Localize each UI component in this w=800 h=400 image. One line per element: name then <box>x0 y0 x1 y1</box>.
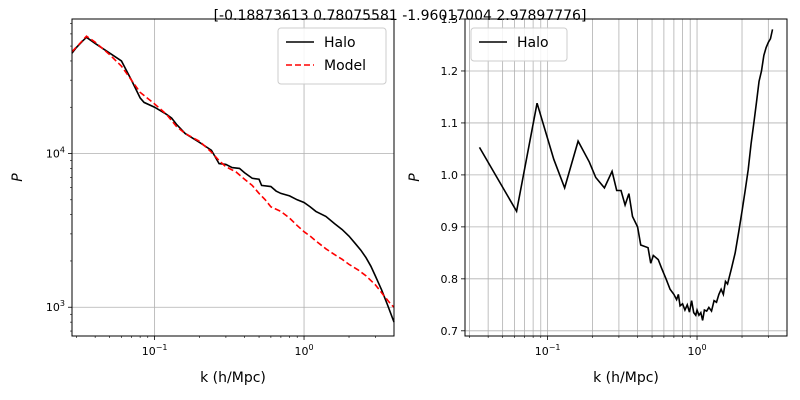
y-tick-label: 1.1 <box>441 117 459 130</box>
right-panel-axes: 10−1 100 0.7 0.8 0.9 1.0 1.1 1.2 1.3 k (h/Mpc) P Ha… <box>407 13 788 386</box>
axes-frame <box>464 18 788 337</box>
y-tick-label: 0.7 <box>441 325 459 338</box>
y-axis-label: P <box>407 173 423 182</box>
y-tick-label: 103 <box>46 299 65 314</box>
legend: Halo <box>470 27 568 62</box>
y-tick-label: 104 <box>46 146 65 161</box>
left-panel-axes: 10−1 100 103 104 k (h/Mpc) P Halo Model <box>10 18 395 386</box>
legend-label-halo: Halo <box>517 35 549 51</box>
y-tick-label: 1.2 <box>441 65 459 78</box>
legend-label-model: Model <box>324 58 366 74</box>
legend-label-halo: Halo <box>324 35 356 51</box>
legend-box <box>470 27 568 62</box>
y-tick-label: 0.9 <box>441 221 459 234</box>
y-axis-label: P <box>10 173 26 182</box>
x-axis-label: k (h/Mpc) <box>200 370 266 386</box>
figure-suptitle: [-0.18873613 0.78075581 -1.96017004 2.97… <box>214 8 587 24</box>
x-tick-label: 100 <box>294 343 313 358</box>
x-tick-label: 10−1 <box>535 343 561 358</box>
series-line-model <box>71 35 395 308</box>
legend: Halo Model <box>277 27 387 85</box>
x-tick-label: 10−1 <box>142 343 168 358</box>
x-axis-label: k (h/Mpc) <box>593 370 659 386</box>
y-tick-label: 1.3 <box>441 13 459 26</box>
y-tick-label: 0.8 <box>441 273 459 286</box>
series-line-halo <box>478 29 774 321</box>
x-tick-label: 100 <box>687 343 706 358</box>
series-line-halo <box>71 36 395 323</box>
y-tick-label: 1.0 <box>441 169 459 182</box>
